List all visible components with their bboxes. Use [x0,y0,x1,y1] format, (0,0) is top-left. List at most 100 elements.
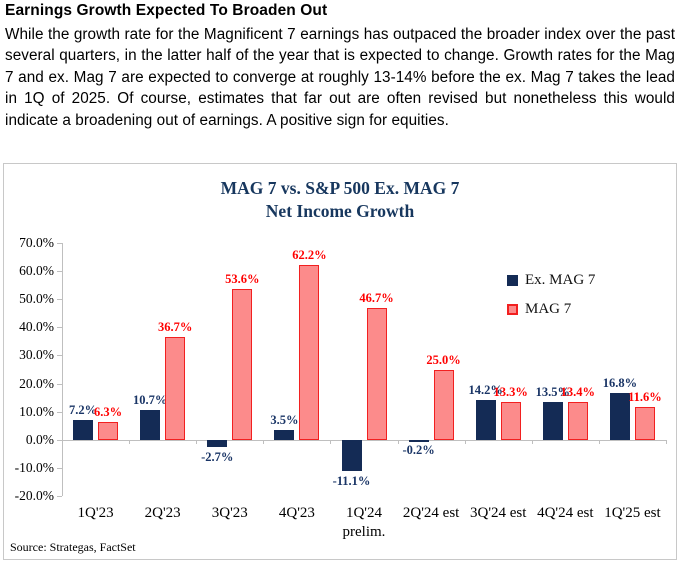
x-category-label-line1: 4Q'24 est [537,505,594,521]
y-axis-tick [57,496,62,497]
y-axis-tick [57,355,62,357]
y-tick-label: 10.0% [19,403,54,419]
x-category-label: 3Q'23 [192,504,267,523]
category-axis-tick [397,439,399,444]
bar-value-label: 11.6% [628,390,662,405]
mag7-bar [366,308,387,440]
mag7-bar [98,422,119,440]
x-category-label-line1: 1Q'25 est [604,505,661,521]
x-category-label-line1: 2Q'23 [144,505,181,521]
chart-title-line2: Net Income Growth [265,201,415,221]
bar-value-label: 14.2% [468,382,503,397]
y-axis-tick [57,327,62,329]
bar-value-label: 62.2% [292,247,327,262]
mag7-bar [567,402,588,440]
mag7-bar [165,336,186,440]
x-category-label: 2Q'24 est [394,504,469,523]
bar-value-label: 46.7% [359,291,394,306]
y-axis-tick [57,439,62,441]
y-tick-label: 40.0% [19,319,54,335]
y-tick-label: -20.0% [14,488,54,503]
bar-value-label: 13.5% [535,384,571,399]
y-tick-label: 50.0% [19,291,54,307]
category-axis-tick [62,439,63,444]
bar-value-label: 7.2% [68,402,98,417]
ex-mag7-bar [341,439,362,471]
y-axis-tick [57,411,62,413]
x-category-label-line1: 3Q'23 [211,505,248,521]
x-category-label-line1: 4Q'23 [278,505,315,521]
bar-value-label: 6.3% [93,405,123,420]
x-category-label: 1Q'25 est [595,504,670,523]
bar-value-label: -11.1% [332,473,371,488]
legend-swatch-icon [507,275,518,286]
legend-swatch-icon [507,304,518,315]
mag7-bar [299,264,320,440]
ex-mag7-bar [140,409,161,440]
ex-mag7-bar [609,392,630,440]
y-tick-label: 20.0% [19,375,54,391]
ex-mag7-bar [542,401,563,440]
x-category-label: 2Q'23 [125,504,200,523]
bar-value-label: -2.7% [201,450,234,465]
legend-entry: Ex. MAG 7 [507,272,595,289]
category-axis-tick [464,439,466,444]
x-category-label: 1Q'24 prelim. [326,504,401,542]
y-axis-tick [57,383,62,385]
ex-mag7-bar [475,399,496,440]
x-category-label-line1: 2Q'24 est [402,505,460,521]
y-tick-label: -10.0% [14,459,54,475]
note-header: Earnings Growth Expected To Broaden Out … [5,2,675,131]
y-axis-tick [57,467,62,469]
chart-title-line1: MAG 7 vs. S&P 500 Ex. MAG 7 [220,178,460,198]
y-tick-label: 30.0% [19,347,54,363]
ex-mag7-bar [207,439,228,448]
mag7-bar [433,369,454,440]
x-axis-line [62,439,666,441]
bar-value-label: 3.5% [270,412,299,427]
category-axis-tick [598,439,600,444]
x-category-label: 4Q'23 [259,504,334,523]
chart-title: MAG 7 vs. S&P 500 Ex. MAG 7 Net Income G… [4,177,676,223]
bar-value-label: 25.0% [426,352,461,367]
y-axis-tick [57,271,62,273]
y-axis-line [62,243,63,496]
bar-value-label: 16.8% [602,375,638,390]
y-axis-tick [57,299,62,301]
bar-value-label: 13.3% [493,385,528,400]
category-axis-tick [129,439,131,444]
mag7-bar [232,289,253,440]
legend-label: MAG 7 [525,301,572,317]
source-note: Source: Strategas, FactSet [10,540,136,554]
category-axis-tick [196,439,198,444]
legend-entry: MAG 7 [507,301,595,318]
y-tick-label: 70.0% [19,235,54,250]
category-axis-tick [666,439,667,444]
y-axis-tick [57,243,62,244]
x-category-label-line1: 1Q'24 [345,505,383,521]
x-category-label-line1: 1Q'23 [77,505,114,521]
note-commentary: While the growth rate for the Magnificen… [5,26,675,129]
ex-mag7-bar [274,429,295,440]
x-category-label-line2: prelim. [342,524,386,540]
bar-chart-plot-area: 70.0% 60.0% 50.0% 40.0% 30.0% 20.0% 10.0% 0.0% -… [4,164,676,559]
bar-value-label: 36.7% [157,319,193,334]
ex-mag7-bar [73,419,94,440]
chart-legend: Ex. MAG 7 MAG 7 [507,272,595,330]
category-axis-tick [263,439,265,444]
x-category-label: 3Q'24 est [461,504,536,523]
x-category-label: 4Q'24 est [528,504,603,523]
chart-card: MAG 7 vs. S&P 500 Ex. MAG 7 Net Income G… [3,163,677,560]
bar-value-label: 13.4% [560,385,596,400]
bar-value-label: 10.7% [132,392,168,407]
x-category-label: 1Q'23 [58,504,133,523]
y-tick-label: 60.0% [19,263,54,279]
note-title: Earnings Growth Expected To Broaden Out [5,2,328,19]
ex-mag7-bar [408,439,429,442]
mag7-bar [500,402,521,440]
bar-value-label: -0.2% [402,443,435,458]
legend-label: Ex. MAG 7 [525,272,596,288]
y-tick-label: 0.0% [25,431,54,447]
category-axis-tick [330,439,332,444]
mag7-bar [634,407,655,440]
